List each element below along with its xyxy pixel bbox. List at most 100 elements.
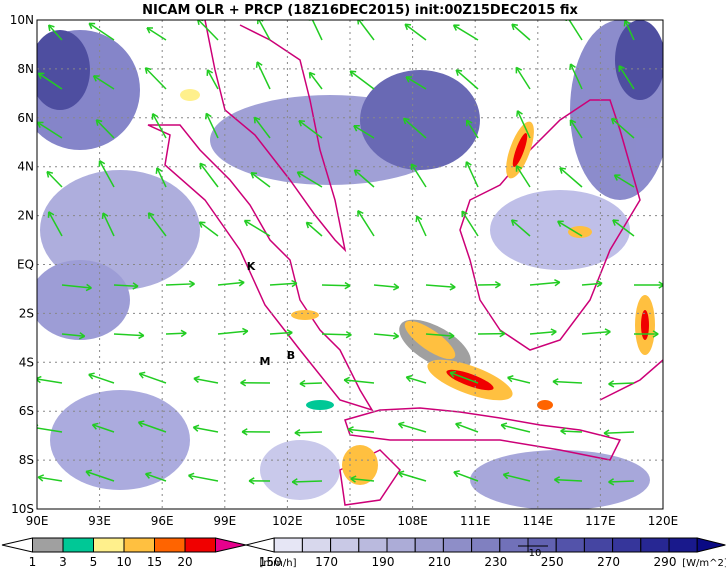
wind-arrow-head (206, 113, 207, 119)
lat-label: 6S (19, 404, 34, 418)
legend-label: 210 (428, 555, 451, 569)
rain (291, 310, 319, 320)
legend-swatch (556, 538, 584, 552)
lon-label: 117E (585, 514, 616, 528)
legend-swatch (613, 538, 641, 552)
lat-label: 2S (19, 306, 34, 320)
wind-arrow-head (149, 213, 150, 219)
lon-label: 93E (88, 514, 111, 528)
lon-label: 102E (272, 514, 303, 528)
wind-arrow (292, 481, 322, 482)
site-marker: B (287, 349, 295, 362)
legend-label: 270 (597, 555, 620, 569)
lon-label: 99E (213, 514, 236, 528)
cloud (615, 20, 665, 100)
wind-arrow-head (416, 216, 417, 222)
legend-unit: [W/m^2] (682, 558, 726, 569)
legend-label: 250 (541, 555, 564, 569)
legend-swatch (387, 538, 415, 552)
rain (641, 310, 649, 340)
site-marker: K (247, 260, 256, 273)
legend-swatch (359, 538, 387, 552)
lon-label: 96E (151, 514, 174, 528)
lat-label: 8S (19, 453, 34, 467)
wind-arrow-head (257, 62, 258, 68)
lon-label: 114E (523, 514, 554, 528)
legend-label: 170 (315, 555, 338, 569)
rain (537, 400, 553, 410)
lon-label: 111E (460, 514, 491, 528)
wind-arrow (561, 431, 582, 432)
legend-label: 15 (147, 555, 162, 569)
legend-label: 290 (654, 555, 677, 569)
wind-arrow-head (103, 213, 104, 219)
rain (306, 400, 334, 410)
legend-label: 1 (29, 555, 37, 569)
legend-swatch (302, 538, 330, 552)
legend-swatch (415, 538, 443, 552)
wind-arrow (166, 333, 186, 334)
legend-swatch (33, 538, 64, 552)
legend-swatch (274, 538, 302, 552)
cloud (30, 260, 130, 340)
wind-arrow-head (310, 72, 311, 78)
map-layers (20, 15, 670, 510)
legend-label: 20 (177, 555, 192, 569)
lat-label: 8N (17, 62, 34, 76)
cloud (490, 190, 630, 270)
legend-swatch (246, 538, 274, 552)
legend-swatch (94, 538, 125, 552)
lat-label: 10S (11, 502, 34, 516)
rain (568, 226, 592, 238)
cloud (30, 30, 90, 110)
legend-swatch (124, 538, 155, 552)
lon-label: 90E (26, 514, 49, 528)
lon-label: 108E (397, 514, 428, 528)
lat-label: 4S (19, 355, 34, 369)
site-marker: M (260, 355, 271, 368)
legend-label: 5 (90, 555, 98, 569)
lat-label: EQ (17, 258, 34, 272)
wind-arrow (322, 285, 350, 286)
lat-label: 6N (17, 111, 34, 125)
olr-legend: 150 170 190 210 230 250 270 290 [W/m^2] (246, 538, 726, 569)
rain (180, 89, 200, 101)
wind-arrow (300, 383, 322, 384)
wind-arrow (322, 334, 351, 335)
wind-arrow-head (517, 111, 518, 117)
legend-swatch (443, 538, 471, 552)
legend-swatch (669, 538, 697, 552)
wind-arrow-head (624, 20, 625, 26)
wind-arrow (609, 383, 634, 384)
legend-label: 230 (484, 555, 507, 569)
lon-label: 120E (648, 514, 679, 528)
legend-swatch (641, 538, 669, 552)
lon-label: 105E (335, 514, 366, 528)
legend-label: 190 (372, 555, 395, 569)
legend-swatch (185, 538, 216, 552)
legend-swatch (155, 538, 186, 552)
wind-arrow-head (156, 168, 157, 174)
cloud (50, 390, 190, 490)
legend-label: 150 (259, 555, 282, 569)
wind-arrow-head (466, 162, 467, 168)
wind-arrow (295, 432, 322, 433)
legend-label: 10 (116, 555, 131, 569)
legend-swatch (472, 538, 500, 552)
legend-swatch (216, 538, 247, 552)
legend-swatch (63, 538, 94, 552)
lat-label: 4N (17, 160, 34, 174)
lat-label: 10N (10, 13, 34, 27)
legend-swatch (2, 538, 33, 552)
legend-swatch (697, 538, 725, 552)
legend-label: 3 (59, 555, 67, 569)
lat-label: 2N (17, 209, 34, 223)
legend-swatch (500, 538, 528, 552)
wind-arrow-head (32, 427, 37, 431)
title: NICAM OLR + PRCP (18Z16DEC2015) init:00Z… (142, 3, 578, 18)
wind-arrow-head (200, 163, 201, 169)
vector-scale-label: 10 (529, 548, 542, 559)
wind-arrow-head (358, 18, 359, 24)
